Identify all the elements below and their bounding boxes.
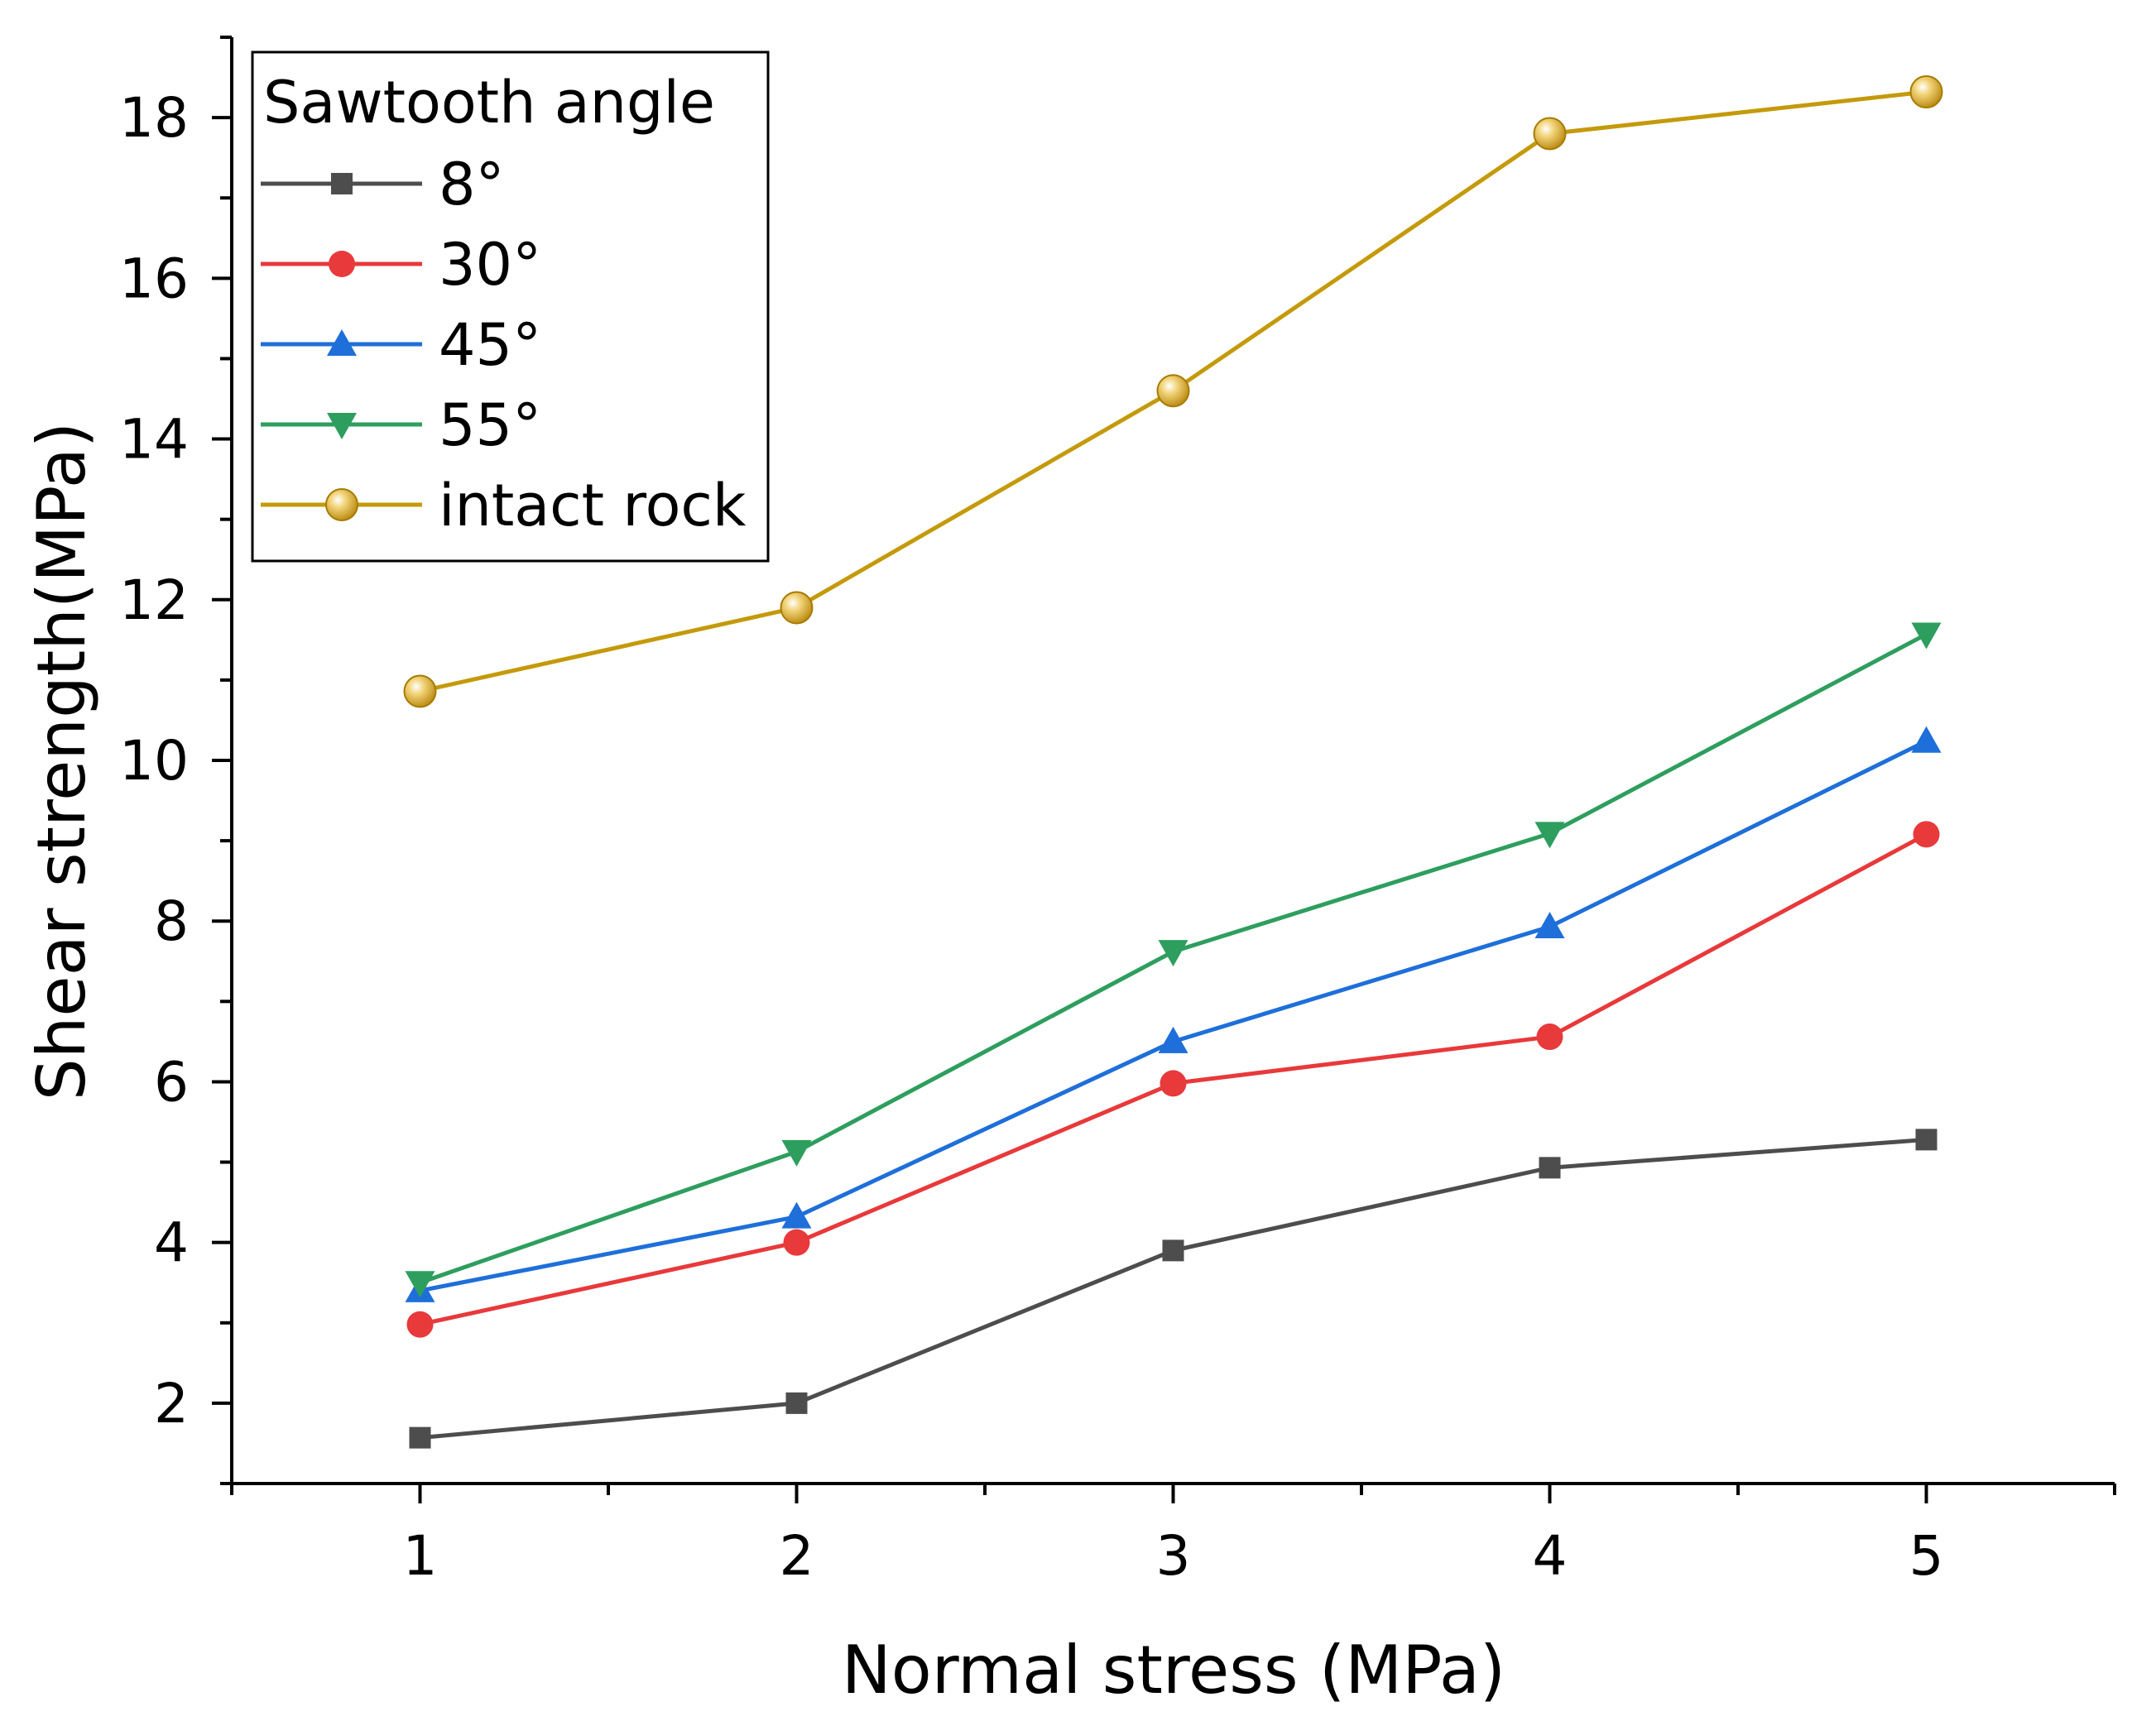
data-point: [781, 1201, 812, 1229]
x-tick-label: 2: [780, 1524, 814, 1588]
data-point: [403, 674, 437, 708]
y-tick-label: 8: [154, 889, 189, 953]
legend-swatch-marker: [329, 251, 355, 277]
series-0: [409, 1129, 1938, 1449]
legend-swatch-marker: [327, 413, 357, 439]
legend-label: 45°: [439, 311, 541, 379]
data-point: [1539, 1157, 1561, 1179]
legend-label: 55°: [439, 391, 541, 459]
data-point: [1534, 912, 1565, 939]
series-3: [405, 622, 1942, 1298]
legend-entry: 45°: [261, 311, 541, 379]
x-tick-label: 5: [1909, 1524, 1944, 1588]
x-tick-label: 1: [403, 1524, 438, 1588]
x-axis-ticks: 1 2 3 4 5: [230, 1484, 2116, 1588]
legend-swatch-marker: [327, 329, 357, 356]
series-line: [420, 1137, 1927, 1441]
legend-label: 30°: [439, 231, 541, 299]
data-point: [781, 1139, 812, 1167]
y-tick-label: 14: [119, 408, 189, 472]
data-point: [1534, 822, 1565, 849]
series-1: [406, 821, 1940, 1338]
legend-entry: 8°: [261, 151, 505, 218]
legend: Sawtooth angle 8° 30° 45° 55° intact rock: [251, 50, 770, 563]
data-point: [1915, 1129, 1938, 1151]
legend-swatch-marker: [331, 173, 353, 194]
y-axis-title: Shear strength(MPa): [23, 422, 100, 1100]
series-4: [403, 75, 1943, 708]
legend-label: intact rock: [439, 472, 747, 539]
x-axis-title: Normal stress (MPa): [842, 1632, 1505, 1709]
data-point: [1160, 1070, 1187, 1097]
series-layer: [403, 75, 1943, 1449]
data-point: [1156, 374, 1190, 408]
data-point: [1913, 821, 1940, 848]
y-tick-label: 10: [119, 729, 189, 793]
legend-label: 8°: [439, 151, 505, 218]
data-point: [1158, 1026, 1188, 1053]
data-point: [783, 1229, 810, 1256]
legend-frame: [251, 50, 770, 563]
legend-title: Sawtooth angle: [263, 69, 715, 137]
x-tick-label: 3: [1156, 1524, 1191, 1588]
data-point: [1911, 622, 1942, 650]
y-axis-ticks: 2 4 6 8 10 12 14 16 18: [119, 36, 232, 1485]
series-line: [420, 739, 1928, 1293]
data-point: [406, 1311, 434, 1338]
data-point: [780, 591, 814, 625]
y-tick-label: 18: [119, 86, 189, 150]
data-point: [1911, 726, 1942, 753]
x-tick-label: 4: [1533, 1524, 1568, 1588]
data-point: [1162, 1239, 1184, 1262]
legend-entry: intact rock: [261, 472, 747, 539]
data-point: [1536, 1023, 1563, 1051]
data-point: [1909, 75, 1943, 109]
data-point: [409, 1426, 431, 1449]
y-tick-label: 2: [154, 1372, 189, 1436]
y-tick-label: 16: [119, 247, 189, 310]
data-point: [1533, 117, 1567, 151]
legend-entries: 8° 30° 45° 55° intact rock: [261, 151, 747, 539]
data-point: [785, 1392, 808, 1414]
legend-entry: 30°: [261, 231, 541, 299]
y-tick-label: 12: [119, 568, 189, 632]
legend-entry: 55°: [261, 391, 541, 459]
y-tick-label: 6: [154, 1050, 189, 1114]
y-tick-label: 4: [154, 1211, 189, 1275]
legend-swatch-marker: [325, 488, 358, 521]
data-point: [405, 1271, 435, 1298]
data-point: [1158, 940, 1188, 967]
series-2: [405, 726, 1942, 1302]
